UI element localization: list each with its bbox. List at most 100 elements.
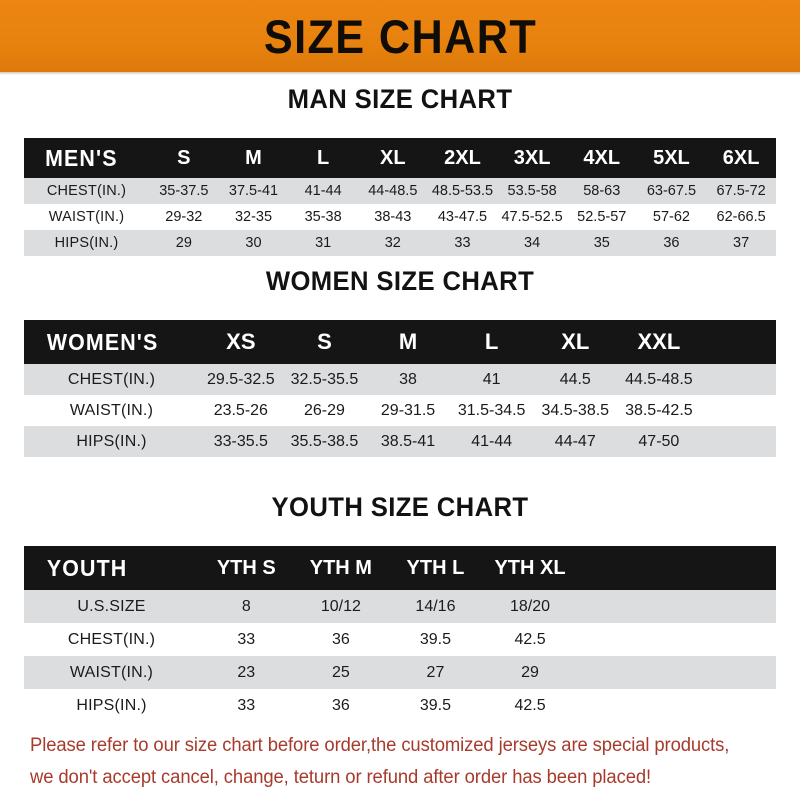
youth-measurement-label: U.S.SIZE (77, 597, 146, 615)
women-measurement-value: 38.5-42.5 (625, 401, 693, 419)
women-measurement-value: 23.5-26 (213, 401, 268, 419)
men-table-body: CHEST(IN.) 35-37.5 37.5-41 41-44 44-48.5 48.5… (24, 178, 776, 256)
women-measurement-value: 35.5-38.5 (290, 432, 359, 450)
men-size-column-header: 6XL (722, 146, 760, 169)
table-row: WAIST(IN.) 23.5-26 26-29 29-31.5 31.5-34.5 34… (24, 395, 776, 426)
men-measurement-value: 32 (384, 235, 401, 251)
table-row: CHEST(IN.) 35-37.5 37.5-41 41-44 44-48.5 48.5… (24, 178, 776, 204)
women-measurement-value: 44-47 (554, 432, 596, 450)
youth-measurement-value: 27 (426, 663, 445, 681)
men-measurement-value: 33 (454, 235, 471, 251)
women-size-column-header: XS (226, 329, 256, 354)
youth-measurement-label: CHEST(IN.) (67, 630, 156, 648)
table-row: U.S.SIZE 8 10/12 14/16 18/20 (24, 590, 776, 623)
women-row-spacer (701, 364, 776, 395)
table-row: CHEST(IN.) 33 36 39.5 42.5 (24, 623, 776, 656)
women-measurement-value: 34.5-38.5 (541, 401, 610, 419)
men-section-title: MAN SIZE CHART (287, 84, 513, 114)
men-measurement-value: 57-62 (652, 209, 690, 225)
women-measurement-value: 47-50 (638, 432, 680, 450)
youth-measurement-value: 29 (521, 663, 539, 681)
men-measurement-value: 47.5-52.5 (501, 209, 563, 225)
youth-measurement-value: 36 (331, 696, 350, 714)
women-measurement-label: WAIST(IN.) (69, 401, 154, 419)
men-measurement-value: 53.5-58 (507, 183, 557, 199)
men-measurement-value: 63-67.5 (646, 183, 697, 199)
youth-measurement-value: 8 (241, 597, 251, 615)
youth-measurement-value: 33 (237, 696, 256, 714)
women-section-title: WOMEN SIZE CHART (265, 266, 535, 296)
men-measurement-value: 35-38 (304, 209, 342, 225)
youth-row-spacer (577, 590, 776, 623)
youth-measurement-value: 39.5 (419, 630, 452, 648)
women-size-column-header: L (484, 329, 499, 354)
men-measurement-value: 62-66.5 (716, 209, 766, 225)
men-size-column-header: 3XL (513, 146, 551, 169)
men-measurement-value: 38-43 (374, 209, 412, 225)
men-measurement-value: 35 (593, 235, 610, 251)
youth-size-column-header: YTH S (216, 556, 276, 579)
youth-row-label-header: YOUTH (46, 554, 128, 581)
table-row: WAIST(IN.) 23 25 27 29 (24, 656, 776, 689)
women-size-column-header: M (398, 329, 418, 354)
youth-measurement-value: 10/12 (320, 597, 361, 615)
men-size-column-header: L (317, 146, 330, 169)
page-banner: SIZE CHART (0, 0, 800, 72)
women-measurement-value: 44.5-48.5 (625, 370, 693, 388)
youth-row-spacer (577, 656, 776, 689)
banner-shadow-divider (0, 72, 800, 75)
youth-header-spacer (577, 546, 776, 590)
youth-size-column-header: YTH XL (494, 556, 566, 579)
page-title: SIZE CHART (263, 9, 537, 63)
youth-size-table: YOUTH YTH S YTH M YTH L YTH XL U.S.SIZE 8 10/1… (24, 546, 776, 722)
women-size-column-header: XL (561, 329, 590, 354)
men-measurement-value: 36 (663, 235, 680, 251)
table-row: WAIST(IN.) 29-32 32-35 35-38 38-43 43-47.5 47.… (24, 204, 776, 230)
youth-row-spacer (577, 689, 776, 722)
men-size-table: MEN'S S M L XL 2XL 3XL 4XL 5XL 6XL CHEST(IN.) 35-3… (24, 138, 776, 256)
youth-measurement-value: 42.5 (514, 696, 546, 714)
youth-table-head: YOUTH YTH S YTH M YTH L YTH XL (24, 546, 776, 590)
men-measurement-value: 48.5-53.5 (431, 183, 494, 199)
women-measurement-value: 31.5-34.5 (457, 401, 526, 419)
women-measurement-value: 26-29 (303, 401, 345, 419)
men-measurement-value: 37.5-41 (228, 183, 279, 199)
men-measurement-value: 29-32 (165, 209, 203, 225)
men-measurement-value: 34 (524, 235, 541, 251)
table-row: HIPS(IN.) 29 30 31 32 33 34 35 36 37 (24, 230, 776, 256)
men-measurement-value: 43-47.5 (437, 209, 488, 225)
women-measurement-value: 33-35.5 (213, 432, 268, 450)
youth-table-body: U.S.SIZE 8 10/12 14/16 18/20 CHEST(IN.) 33 36 39… (24, 590, 776, 722)
youth-measurement-value: 23 (237, 663, 256, 681)
men-size-column-header: XL (380, 146, 406, 169)
women-measurement-label: HIPS(IN.) (76, 432, 147, 450)
men-measurement-label: CHEST(IN.) (46, 183, 127, 199)
women-size-column-header: S (317, 329, 332, 354)
men-measurement-value: 37 (733, 235, 750, 251)
table-row: HIPS(IN.) 33-35.5 35.5-38.5 38.5-41 41-44 44-… (24, 426, 776, 457)
youth-measurement-label: HIPS(IN.) (76, 696, 147, 714)
men-measurement-value: 29 (175, 235, 192, 251)
men-measurement-value: 35-37.5 (159, 183, 209, 199)
women-table-body: CHEST(IN.) 29.5-32.5 32.5-35.5 38 41 44.5 44.5… (24, 364, 776, 457)
women-measurement-label: CHEST(IN.) (67, 370, 156, 388)
women-row-label-header: WOMEN'S (46, 328, 159, 355)
youth-measurement-label: WAIST(IN.) (69, 663, 154, 681)
youth-measurement-value: 18/20 (510, 597, 551, 615)
women-size-table: WOMEN'S XS S M L XL XXL CHEST(IN.) 29.5-32.5 32.… (24, 320, 776, 457)
order-policy-disclaimer: Please refer to our size chart before or… (30, 730, 759, 794)
men-header-row: MEN'S S M L XL 2XL 3XL 4XL 5XL 6XL (24, 138, 776, 178)
disclaimer-line-1: Please refer to our size chart before or… (30, 735, 730, 756)
youth-measurement-value: 42.5 (514, 630, 546, 648)
youth-header-row: YOUTH YTH S YTH M YTH L YTH XL (24, 546, 776, 590)
disclaimer-line-2: we don't accept cancel, change, teturn o… (30, 767, 652, 788)
women-measurement-value: 29-31.5 (380, 401, 436, 419)
men-measurement-value: 31 (315, 235, 332, 251)
men-size-column-header: 2XL (444, 146, 481, 169)
men-size-column-header: 4XL (583, 146, 621, 169)
youth-measurement-value: 39.5 (419, 696, 452, 714)
men-row-label-header: MEN'S (45, 144, 118, 171)
men-measurement-value: 41-44 (304, 183, 342, 199)
women-measurement-value: 38.5-41 (380, 432, 436, 450)
